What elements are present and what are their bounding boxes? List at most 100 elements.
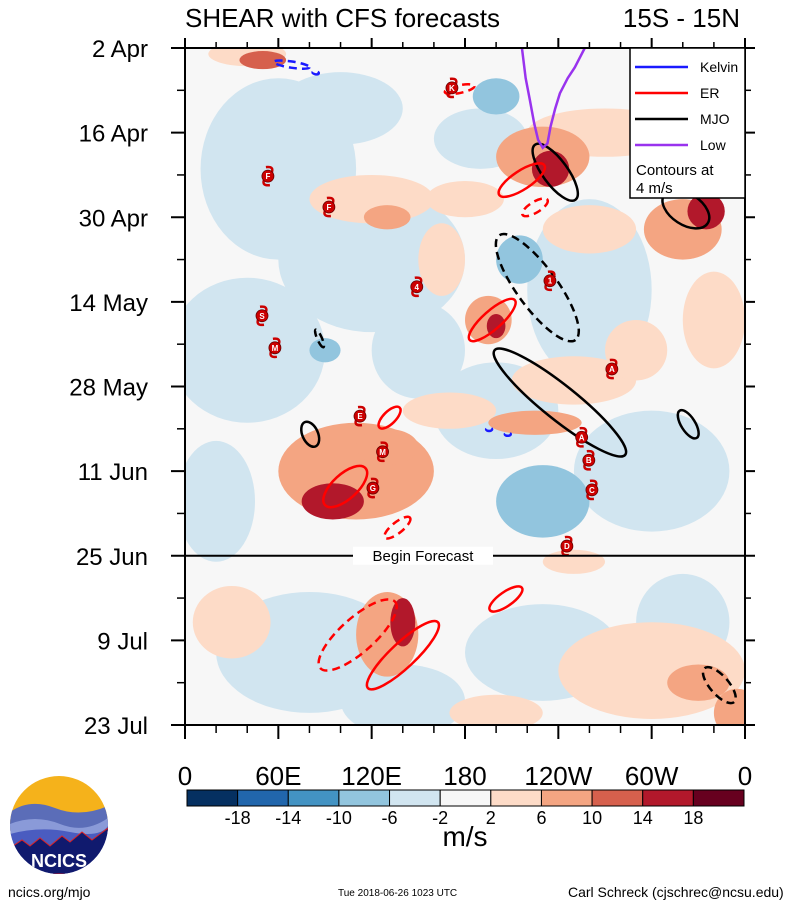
cyclone-arm [586,479,598,501]
cyclone-eye [445,81,459,95]
mjo-contour [701,665,737,705]
cyclone-eye [560,539,574,553]
cyclone-eye [585,483,599,497]
storm-label: F [265,172,270,181]
tropical-cyclone-icon: A [605,358,619,380]
shading-anomaly [496,235,543,284]
logo-text: NCICS [31,851,87,871]
tropical-cyclone-icon: S [255,305,269,327]
footer-timestamp: Tue 2018-06-26 1023 UTC [338,888,458,899]
kelvin-contour [484,426,494,433]
y-tick-label: 2 Apr [92,36,148,63]
er-contour [383,515,412,540]
shading-anomaly [542,205,637,254]
tropical-cyclone-icon: F [322,196,336,218]
x-tick-label: 60W [625,761,679,791]
legend: Kelvin ER MJO Low Contours at 4 m/s [629,47,746,199]
shading-anomaly [449,694,543,725]
tropical-cyclone-icon: D [560,535,574,557]
footer-site: ncics.org/mjo [8,884,91,900]
tropical-cyclone-icon: F [261,165,275,187]
colorbar-unit: m/s [442,821,487,852]
cyclone-eye [410,280,424,294]
kelvin-contour [311,69,321,76]
er-contour [322,464,369,509]
cyclone-arm [544,270,556,292]
colorbar: -18 -14 -10 -6 -2 2 6 10 14 18 [186,789,745,828]
cyclone-arm [411,276,423,298]
storm-label: C [589,486,595,495]
axes: 2 Apr 16 Apr 30 Apr 14 May 28 May 11 Jun 25 Ju… [69,36,755,791]
shading-anomaly [667,664,730,701]
y-tick-label: 16 Apr [79,121,148,148]
tropical-cyclone-icon: 1 [543,270,557,292]
shading-anomaly [185,277,325,423]
cyclone-arm [606,358,618,380]
colorbar-bin [540,789,593,807]
storm-layer: K F F 4 S M E M G 1 A A B C D [255,77,619,557]
storm-label: K [449,84,455,93]
storm-label: A [579,433,585,442]
cyclone-eye [575,430,589,444]
shading-anomaly [340,664,465,725]
tropical-cyclone-icon: M [376,441,389,463]
shading-anomaly [309,338,341,363]
cyclone-arm [256,305,268,327]
tropical-cyclone-icon: M [268,337,282,359]
legend-label: Low [700,137,727,153]
er-contour [377,405,402,430]
shading-anomaly [418,223,465,296]
shading-anomaly [363,205,411,230]
colorbar-bin [642,789,694,807]
x-tick-label: 60E [255,761,301,791]
er-contour [497,162,547,199]
mjo-contour [492,347,628,458]
x-tick-label: 120W [524,761,592,791]
forecast-marker: Begin Forecast [185,546,745,565]
colorbar-label: -6 [382,808,398,828]
x-tick-label: 120E [341,761,402,791]
storm-label: A [609,365,615,374]
tropical-cyclone-icon: C [585,479,599,501]
shading-anomaly [239,51,287,70]
forecast-label: Begin Forecast [373,548,475,565]
cyclone-arm [354,405,366,427]
tropical-cyclone-icon: 4 [410,276,424,298]
shading-anomaly [278,72,403,145]
y-tick-label: 28 May [69,375,148,402]
legend-note-line1: Contours at [636,162,714,179]
colorbar-bin [439,789,492,807]
forecast-label-bg [353,546,493,565]
shading-anomaly [682,271,745,369]
legend-label: Kelvin [700,59,738,75]
y-tick-label: 23 Jul [84,713,148,740]
cyclone-eye [366,481,380,495]
shading-anomaly [185,440,255,562]
tropical-cyclone-icon: G [366,477,380,499]
mjo-contour [531,142,580,202]
cyclone-arm [446,77,458,99]
colorbar-bin [338,789,391,807]
tropical-cyclone-icon: K [445,77,459,99]
cyclone-eye [376,445,389,459]
chart-title: SHEAR with CFS forecasts [185,3,500,33]
storm-label: G [370,484,376,493]
legend-label: ER [700,85,719,101]
tropical-cyclone-icon: E [353,405,367,427]
cyclone-eye [353,409,367,423]
cyclone-eye [582,453,596,467]
colorbar-bin [591,789,644,807]
mjo-contour [676,408,700,440]
colorbar-label: 10 [582,808,602,828]
legend-box [629,47,746,199]
cyclone-arm [583,449,595,471]
er-contour [317,598,398,672]
colorbar-label: 2 [486,808,496,828]
cyclone-eye [255,309,269,323]
colorbar-bin [692,789,745,807]
cyclone-arm [576,426,588,448]
storm-label: D [564,542,570,551]
y-tick-label: 25 Jun [76,544,148,571]
colorbar-label: -18 [225,808,251,828]
